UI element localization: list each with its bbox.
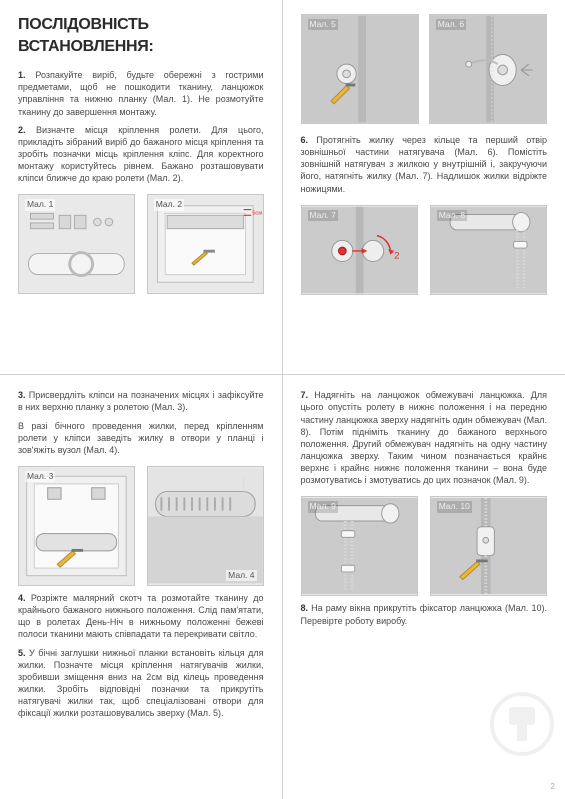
figure-10-label: Мал. 10: [437, 501, 472, 512]
watermark-icon: [487, 689, 557, 759]
step-5-num: 5.: [18, 648, 26, 658]
figure-6-illustration: [430, 15, 546, 123]
quadrant-bottom-left: 3. Присвердліть кліпси на позначених міс…: [0, 374, 283, 799]
figure-5-label: Мал. 5: [308, 19, 338, 30]
step-8-text: На раму вікна прикрутіть фіксатор ланцюж…: [301, 603, 547, 625]
figure-7-label: Мал. 7: [308, 210, 338, 221]
figure-8: Мал. 8: [430, 205, 547, 295]
figure-10: Мал. 10: [430, 496, 547, 596]
step-2-text: Визначте місця кріплення ролети. Для цьо…: [18, 125, 264, 184]
figure-9: Мал. 9: [301, 496, 418, 596]
step-7: 7. Надягніть на ланцюжок обмежувачі ланц…: [301, 389, 548, 486]
figure-2: Мал. 2 5см: [147, 194, 264, 294]
step-4-num: 4.: [18, 593, 26, 603]
page-title: ПОСЛІДОВНІСТЬ ВСТАНОВЛЕННЯ:: [18, 14, 264, 57]
figure-8-label: Мал. 8: [437, 210, 467, 221]
instruction-page: ПОСЛІДОВНІСТЬ ВСТАНОВЛЕННЯ: 1. Розпакуйт…: [0, 0, 565, 799]
step-6-text: Протягніть жилку через кільце та перший …: [301, 135, 548, 194]
figure-4-illustration: [148, 467, 263, 585]
figure-1: Мал. 1: [18, 194, 135, 294]
step-6: 6. Протягніть жилку через кільце та перш…: [301, 134, 548, 195]
step-4-text: Розріжте малярний скотч та розмотайте тк…: [18, 593, 264, 639]
figure-4: Мал. 4: [147, 466, 264, 586]
fig-row-9-10: Мал. 9 Мал. 10: [301, 496, 548, 596]
fig-row-1-2: Мал. 1 Мал. 2: [18, 194, 264, 294]
figure-3-label: Мал. 3: [25, 471, 55, 482]
page-number: 2: [551, 782, 555, 793]
figure-3-illustration: [19, 467, 134, 585]
figure-1-label: Мал. 1: [25, 199, 55, 210]
svg-text:5см: 5см: [252, 211, 262, 217]
step-8-num: 8.: [301, 603, 309, 613]
step-1-num: 1.: [18, 70, 26, 80]
step-7-text: Надягніть на ланцюжок обмежувачі ланцюжк…: [301, 390, 548, 485]
figure-5-illustration: [302, 15, 418, 123]
figure-5: Мал. 5: [301, 14, 419, 124]
step-3b: В разі бічного проведення жилки, перед к…: [18, 420, 264, 456]
step-5: 5. У бічні заглушки нижньої планки встан…: [18, 647, 264, 720]
step-6-num: 6.: [301, 135, 309, 145]
figure-6-label: Мал. 6: [436, 19, 466, 30]
step-7-num: 7.: [301, 390, 309, 400]
quadrant-bottom-right: 7. Надягніть на ланцюжок обмежувачі ланц…: [283, 374, 565, 799]
figure-2-label: Мал. 2: [154, 199, 184, 210]
step-1: 1. Розпакуйте виріб, будьте обережні з г…: [18, 69, 264, 118]
step-3-num: 3.: [18, 390, 26, 400]
quadrant-top-left: ПОСЛІДОВНІСТЬ ВСТАНОВЛЕННЯ: 1. Розпакуйт…: [0, 0, 283, 374]
step-4: 4. Розріжте малярний скотч та розмотайте…: [18, 592, 264, 641]
step-2-num: 2.: [18, 125, 26, 135]
step-1-text: Розпакуйте виріб, будьте обережні з гост…: [18, 70, 264, 116]
figure-7: Мал. 7 2: [301, 205, 418, 295]
fig-row-3-4: Мал. 3 Мал. 4: [18, 466, 264, 586]
step-5-text: У бічні заглушки нижньої планки встанові…: [18, 648, 264, 719]
figure-9-label: Мал. 9: [308, 501, 338, 512]
quadrant-top-right: Мал. 5 Мал. 6: [283, 0, 565, 374]
step-8: 8. На раму вікна прикрутіть фіксатор лан…: [301, 602, 548, 626]
step-3-text: Присвердліть кліпси на позначених місцях…: [18, 390, 264, 412]
figure-3: Мал. 3: [18, 466, 135, 586]
figure-6: Мал. 6: [429, 14, 547, 124]
svg-text:2: 2: [394, 250, 399, 261]
fig-row-7-8: Мал. 7 2 Мал. 8: [301, 205, 548, 295]
step-3: 3. Присвердліть кліпси на позначених міс…: [18, 389, 264, 413]
fig-row-5-6: Мал. 5 Мал. 6: [301, 14, 548, 124]
figure-4-label: Мал. 4: [226, 570, 256, 581]
step-2: 2. Визначте місця кріплення ролети. Для …: [18, 124, 264, 185]
